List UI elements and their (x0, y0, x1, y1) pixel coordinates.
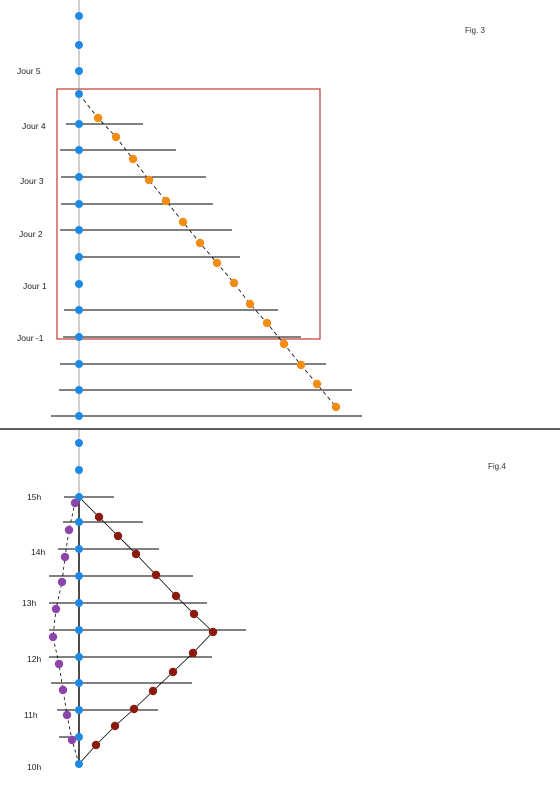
fig3-axis-dot-14 (75, 386, 83, 394)
fig4-purple-dot-2 (60, 552, 70, 562)
fig4-red-dot-12 (91, 740, 101, 750)
fig4-axis-dot-5 (75, 572, 83, 580)
fig4-red-dot-1 (113, 531, 123, 541)
fig4-purple-dot-9 (67, 735, 77, 745)
fig4-axis-dot-6 (75, 599, 83, 607)
fig3-label-jour-4: Jour 4 (22, 121, 46, 131)
fig3-orange-dot-11 (279, 339, 289, 349)
fig3-label-jour-minus-1: Jour -1 (17, 333, 44, 343)
fig4-purple-dot-5 (48, 632, 58, 642)
fig4-axis-dot-3 (75, 518, 83, 526)
fig3-axis-dot-1 (75, 41, 83, 49)
fig3-orange-dot-9 (245, 299, 255, 309)
fig3-dots (75, 12, 341, 420)
fig4-axis-dot-10 (75, 706, 83, 714)
fig4-label-14h: 14h (31, 547, 45, 557)
fig3-caption: Fig. 3 (465, 26, 486, 35)
fig4-red-dot-4 (171, 591, 181, 601)
fig4-axis-dot-1 (75, 466, 83, 474)
fig3-axis-dot-3 (75, 90, 83, 98)
fig4-label-13h: 13h (22, 598, 36, 608)
fig4-red-dot-0 (94, 512, 104, 522)
fig4-purple-dot-0 (70, 498, 80, 508)
fig4-purple-dot-6 (54, 659, 64, 669)
fig4-axis-dot-7 (75, 626, 83, 634)
fig4-purple-dot-8 (62, 710, 72, 720)
fig4-purple-dot-1 (64, 525, 74, 535)
fig3-label-jour-2: Jour 2 (19, 229, 43, 239)
fig3-diagonal-dashed-line (78, 93, 337, 408)
fig3-label-jour-5: Jour 5 (17, 66, 41, 76)
fig3-axis-dot-15 (75, 412, 83, 420)
fig4-red-dot-3 (151, 570, 161, 580)
fig4-red-dot-11 (110, 721, 120, 731)
fig4-axis-dot-12 (75, 760, 83, 768)
fig3-axis-dot-6 (75, 173, 83, 181)
fig4-axis-dot-8 (75, 653, 83, 661)
fig3-axis-dot-10 (75, 280, 83, 288)
fig4-right-curve-line (78, 496, 214, 765)
fig3-highlight-frame (56, 88, 321, 340)
fig4-purple-dot-4 (51, 604, 61, 614)
fig4-label-15h: 15h (27, 492, 41, 502)
fig4-axis-dot-0 (75, 439, 83, 447)
fig3-orange-dot-6 (195, 238, 205, 248)
fig3-orange-dot-1 (111, 132, 121, 142)
fig4-purple-dot-7 (58, 685, 68, 695)
fig4-red-dot-7 (188, 648, 198, 658)
fig3-axis-dot-4 (75, 120, 83, 128)
fig4-purple-dot-3 (57, 577, 67, 587)
fig3-label-jour-1: Jour 1 (23, 281, 47, 291)
fig3-axis-dot-5 (75, 146, 83, 154)
fig3-orange-dot-10 (262, 318, 272, 328)
fig3-orange-dot-14 (331, 402, 341, 412)
fig3-axis-dot-12 (75, 333, 83, 341)
fig3-orange-dot-5 (178, 217, 188, 227)
fig4-red-dot-8 (168, 667, 178, 677)
fig3-axis-dot-7 (75, 200, 83, 208)
fig4-red-dot-5 (189, 609, 199, 619)
fig3-axis-dot-0 (75, 12, 83, 20)
fig4-label-10h: 10h (27, 762, 41, 772)
fig3-orange-dot-12 (296, 360, 306, 370)
fig3-orange-dot-13 (312, 379, 322, 389)
fig3-orange-dot-4 (161, 196, 171, 206)
fig4-axis-dot-4 (75, 545, 83, 553)
fig3-orange-dot-7 (212, 258, 222, 268)
fig3-axis-dot-8 (75, 226, 83, 234)
fig4-axis-dot-2 (75, 493, 83, 501)
figure-3: Fig. 3 Jour 5 Jour 4 Jour 3 Jour 2 Jour … (17, 0, 486, 420)
fig4-left-curve-dashed-line (52, 496, 80, 765)
fig3-orange-dot-3 (144, 175, 154, 185)
fig3-axis-dot-2 (75, 67, 83, 75)
fig3-axis-dot-11 (75, 306, 83, 314)
fig3-orange-dot-2 (128, 154, 138, 164)
fig4-red-dot-2 (131, 549, 141, 559)
fig3-axis-dot-9 (75, 253, 83, 261)
fig4-caption: Fig.4 (488, 462, 506, 471)
fig3-orange-dot-8 (229, 278, 239, 288)
fig4-axis-dot-9 (75, 679, 83, 687)
fig4-label-11h: 11h (24, 710, 38, 720)
fig3-orange-dot-0 (93, 113, 103, 123)
fig4-red-dot-10 (129, 704, 139, 714)
figure-4: Fig.4 15h 14h 13h 12h 11h 10h (22, 430, 506, 772)
fig4-red-dot-9 (148, 686, 158, 696)
fig4-dots (48, 439, 218, 768)
fig3-axis-dot-13 (75, 360, 83, 368)
fig4-axis-dot-11 (75, 733, 83, 741)
fig4-label-12h: 12h (27, 654, 41, 664)
fig3-horizontal-lines (51, 123, 362, 417)
fig4-red-dot-6 (208, 627, 218, 637)
fig3-label-jour-3: Jour 3 (20, 176, 44, 186)
